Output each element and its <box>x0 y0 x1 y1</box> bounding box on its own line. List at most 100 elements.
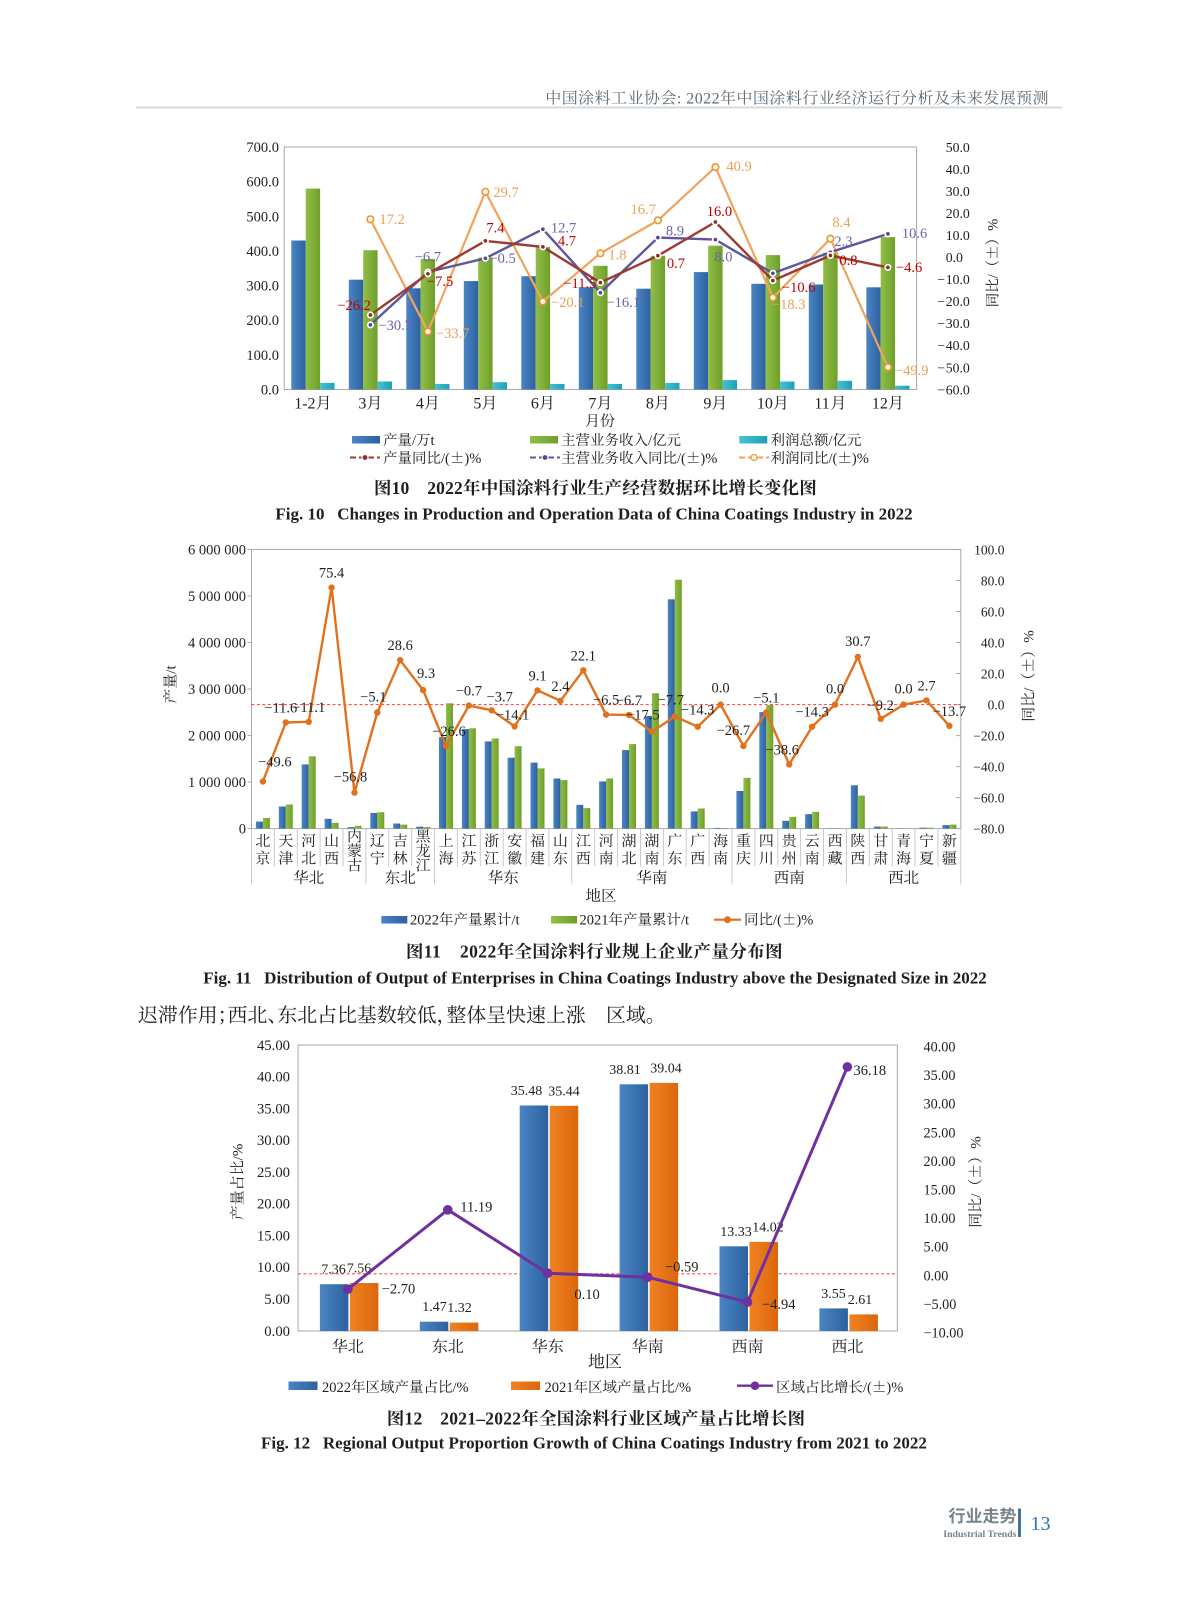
svg-text:6: 6 <box>531 396 539 413</box>
svg-text:12: 12 <box>405 1409 423 1429</box>
svg-text:600.0: 600.0 <box>246 175 279 191</box>
svg-text:50.0: 50.0 <box>946 360 970 375</box>
svg-text:/(: /( <box>863 1380 872 1396</box>
svg-text:30.00: 30.00 <box>924 1097 956 1113</box>
svg-text:8: 8 <box>646 396 654 413</box>
svg-text:13: 13 <box>1031 1513 1051 1535</box>
svg-text:−14.3: −14.3 <box>795 705 829 721</box>
svg-text:−4.94: −4.94 <box>762 1297 796 1313</box>
svg-text:−40.0: −40.0 <box>973 759 1004 774</box>
svg-text:/(: /( <box>773 913 782 929</box>
svg-text:20.0: 20.0 <box>981 666 1005 681</box>
svg-text:)%: )% <box>700 451 717 467</box>
svg-text:0.0: 0.0 <box>712 681 730 697</box>
svg-text:/%: /% <box>675 1380 691 1396</box>
svg-text:Fig. 11 Distribution of Outp: Fig. 11 Distribution of Output of Enterp… <box>203 969 987 988</box>
svg-text:0.0: 0.0 <box>988 697 1005 712</box>
svg-text:/t: /t <box>681 913 689 929</box>
svg-text:/(: /( <box>677 451 686 467</box>
svg-text:36.18: 36.18 <box>854 1063 887 1079</box>
svg-text:−20.1: −20.1 <box>551 295 585 311</box>
svg-text:40.00: 40.00 <box>924 1040 956 1056</box>
svg-text:30.00: 30.00 <box>257 1133 290 1149</box>
svg-text:16.0: 16.0 <box>707 204 732 220</box>
svg-text:0.7: 0.7 <box>667 256 685 272</box>
svg-text:−26.2: −26.2 <box>337 298 371 314</box>
svg-text:8.9: 8.9 <box>666 224 684 240</box>
svg-text:1.8: 1.8 <box>608 248 626 264</box>
svg-text:40.0: 40.0 <box>946 162 970 177</box>
svg-text:%: % <box>969 1136 985 1149</box>
svg-text:15.00: 15.00 <box>257 1229 290 1245</box>
svg-text:20.00: 20.00 <box>924 1154 956 1170</box>
svg-text:−3.7: −3.7 <box>487 689 513 705</box>
svg-text:−0.5: −0.5 <box>489 251 515 267</box>
svg-text:−: − <box>937 360 945 375</box>
svg-text:2021: 2021 <box>580 913 609 929</box>
svg-text:45.00: 45.00 <box>257 1038 290 1054</box>
svg-text:Fig. 12 Regional Output Prop: Fig. 12 Regional Output Proportion Growt… <box>261 1434 927 1453</box>
svg-text:12: 12 <box>872 396 888 413</box>
svg-text:2 000 000: 2 000 000 <box>188 729 246 745</box>
svg-text:1 000 000: 1 000 000 <box>188 775 246 791</box>
svg-text:10.0: 10.0 <box>946 272 970 287</box>
svg-text:300.0: 300.0 <box>246 279 279 295</box>
svg-text:30.0: 30.0 <box>946 184 970 199</box>
svg-text:20.00: 20.00 <box>257 1197 290 1213</box>
svg-text:38.81: 38.81 <box>609 1063 641 1078</box>
svg-text:2.4: 2.4 <box>551 679 570 695</box>
svg-text:75.4: 75.4 <box>319 566 345 582</box>
svg-text:20.0: 20.0 <box>946 206 970 221</box>
svg-text:4 000 000: 4 000 000 <box>188 636 246 652</box>
svg-text:−: − <box>937 316 945 331</box>
svg-text:0.8: 0.8 <box>839 253 857 269</box>
svg-text:2022: 2022 <box>410 913 439 929</box>
svg-text:−49.9: −49.9 <box>895 363 929 379</box>
svg-text:1.32: 1.32 <box>447 1301 472 1316</box>
svg-text:11: 11 <box>814 396 829 413</box>
svg-text:−30.7: −30.7 <box>378 318 412 334</box>
svg-text:80.0: 80.0 <box>981 573 1005 588</box>
svg-text:−18.3: −18.3 <box>772 297 806 313</box>
svg-text:−: − <box>937 338 945 353</box>
svg-text:1.47: 1.47 <box>422 1300 447 1315</box>
svg-text:10.6: 10.6 <box>902 226 927 242</box>
svg-text:0: 0 <box>239 822 246 838</box>
svg-text:−26.7: −26.7 <box>717 723 751 739</box>
svg-text:10: 10 <box>392 478 410 498</box>
svg-text:/: / <box>412 433 417 449</box>
svg-text:−7.5: −7.5 <box>427 274 453 290</box>
svg-text:40.9: 40.9 <box>726 159 751 175</box>
svg-text:15.00: 15.00 <box>924 1183 956 1199</box>
svg-text:11.19: 11.19 <box>460 1200 492 1216</box>
svg-text:/t: /t <box>164 665 180 674</box>
svg-text:)%: )% <box>852 451 869 467</box>
svg-text:22.1: 22.1 <box>571 648 596 664</box>
svg-text:10.00: 10.00 <box>257 1260 290 1276</box>
svg-text:/t: /t <box>512 913 520 929</box>
svg-text:2.3: 2.3 <box>834 234 852 250</box>
svg-text:16.7: 16.7 <box>631 202 656 218</box>
svg-text:100.0: 100.0 <box>974 542 1005 557</box>
svg-text:20.0: 20.0 <box>946 294 970 309</box>
svg-text:2021–2022: 2021–2022 <box>440 1409 521 1429</box>
svg-text:2.7: 2.7 <box>917 678 935 694</box>
svg-text:6 000 000: 6 000 000 <box>188 543 246 559</box>
svg-text:0.0: 0.0 <box>946 250 963 265</box>
svg-text:1-2: 1-2 <box>294 396 315 413</box>
svg-text:7.36: 7.36 <box>321 1263 346 1278</box>
svg-text:2.61: 2.61 <box>848 1293 873 1308</box>
svg-text:−20.0: −20.0 <box>973 728 1004 743</box>
svg-text:/: / <box>969 1193 985 1198</box>
svg-text:−11.5: −11.5 <box>563 276 596 292</box>
svg-text:2022: 2022 <box>427 478 463 498</box>
svg-text:7: 7 <box>588 396 596 413</box>
svg-text:12.7: 12.7 <box>551 221 576 237</box>
svg-text:0.00: 0.00 <box>924 1268 949 1284</box>
svg-text:8.4: 8.4 <box>832 215 851 231</box>
svg-text:11: 11 <box>424 942 441 962</box>
svg-text:0.0: 0.0 <box>261 383 279 399</box>
svg-text:−10.6: −10.6 <box>782 280 816 296</box>
svg-text:−4.6: −4.6 <box>896 260 922 276</box>
svg-text:−6.7: −6.7 <box>415 250 441 266</box>
